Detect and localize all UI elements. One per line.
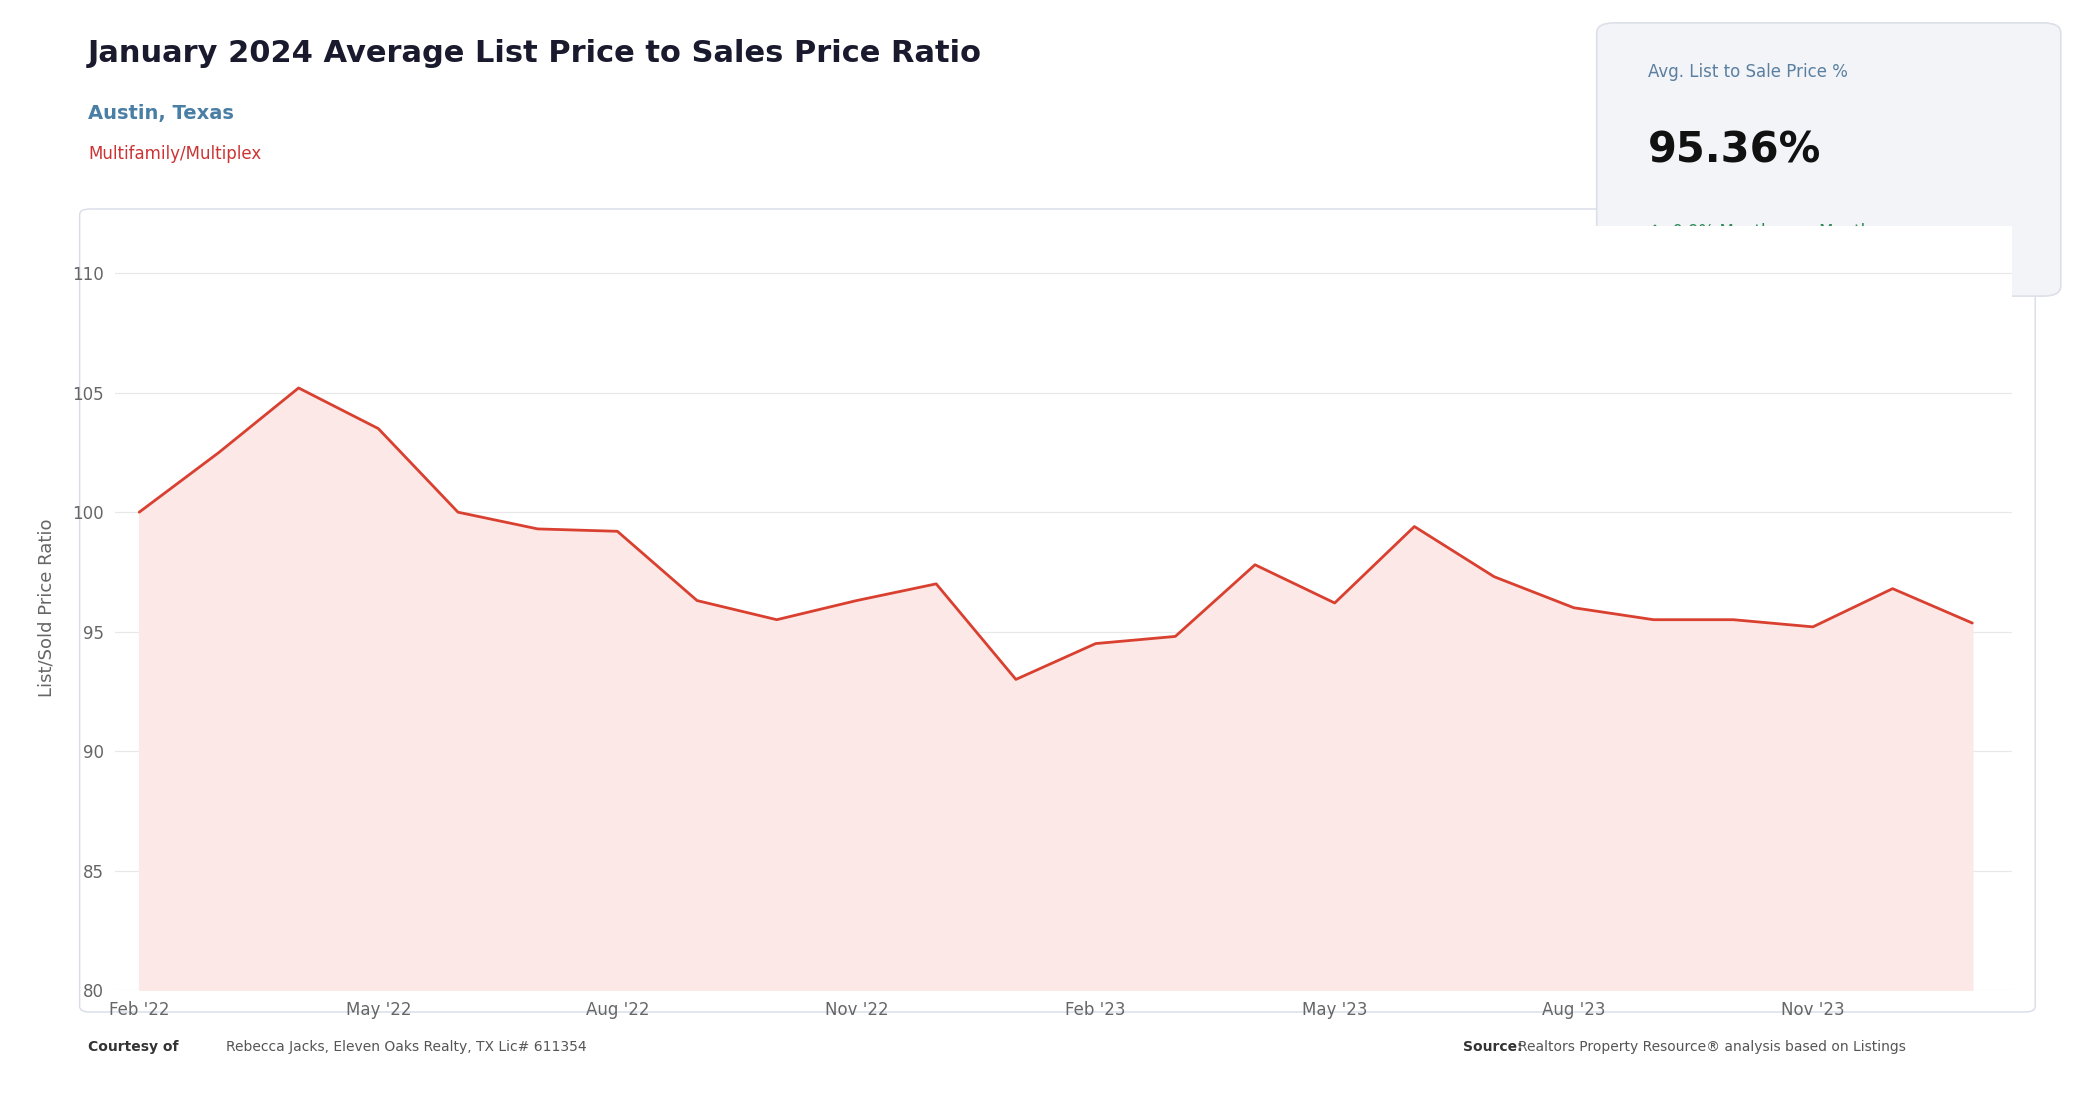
Text: Rebecca Jacks, Eleven Oaks Realty, TX Lic# 611354: Rebecca Jacks, Eleven Oaks Realty, TX Li… <box>226 1040 587 1054</box>
FancyBboxPatch shape <box>1597 23 2060 296</box>
Text: Multifamily/Multiplex: Multifamily/Multiplex <box>88 145 262 163</box>
Text: Courtesy of: Courtesy of <box>88 1040 184 1054</box>
Text: Avg. List to Sale Price %: Avg. List to Sale Price % <box>1647 64 1849 81</box>
Y-axis label: List/Sold Price Ratio: List/Sold Price Ratio <box>38 518 57 697</box>
Text: 95.36%: 95.36% <box>1647 129 1821 172</box>
Text: Realtors Property Resource® analysis based on Listings: Realtors Property Resource® analysis bas… <box>1518 1040 1905 1054</box>
Text: ↑  0.9% Month over Month: ↑ 0.9% Month over Month <box>1647 222 1872 241</box>
Text: Austin, Texas: Austin, Texas <box>88 104 235 123</box>
Text: January 2024 Average List Price to Sales Price Ratio: January 2024 Average List Price to Sales… <box>88 39 983 67</box>
Text: Source:: Source: <box>1463 1040 1528 1054</box>
